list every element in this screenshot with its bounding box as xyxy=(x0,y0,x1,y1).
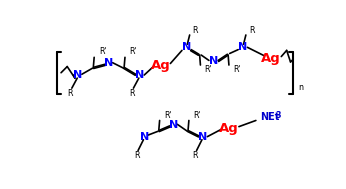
Text: R: R xyxy=(193,26,198,35)
Text: R': R' xyxy=(193,111,201,120)
Text: Ag: Ag xyxy=(151,59,171,72)
Text: R: R xyxy=(67,89,73,98)
Text: N: N xyxy=(73,70,83,80)
Text: n: n xyxy=(298,83,303,92)
Text: N: N xyxy=(238,42,247,52)
Text: R': R' xyxy=(99,47,107,57)
Text: N: N xyxy=(169,120,178,130)
Text: R': R' xyxy=(204,65,212,74)
Text: N: N xyxy=(135,70,144,80)
Text: N: N xyxy=(182,42,191,52)
Text: R: R xyxy=(192,151,198,160)
Text: R: R xyxy=(249,26,254,35)
Text: Ag: Ag xyxy=(219,122,239,136)
Text: R': R' xyxy=(164,111,172,120)
Text: NEt: NEt xyxy=(260,112,279,122)
Text: N: N xyxy=(198,132,207,142)
Text: R: R xyxy=(134,151,139,160)
Text: Ag: Ag xyxy=(261,52,281,65)
Text: 3: 3 xyxy=(276,111,281,120)
Text: R': R' xyxy=(130,47,137,57)
Text: R': R' xyxy=(233,65,240,74)
Text: R: R xyxy=(129,89,135,98)
Text: N: N xyxy=(104,58,113,68)
Text: N: N xyxy=(209,56,218,66)
Text: N: N xyxy=(139,132,149,142)
